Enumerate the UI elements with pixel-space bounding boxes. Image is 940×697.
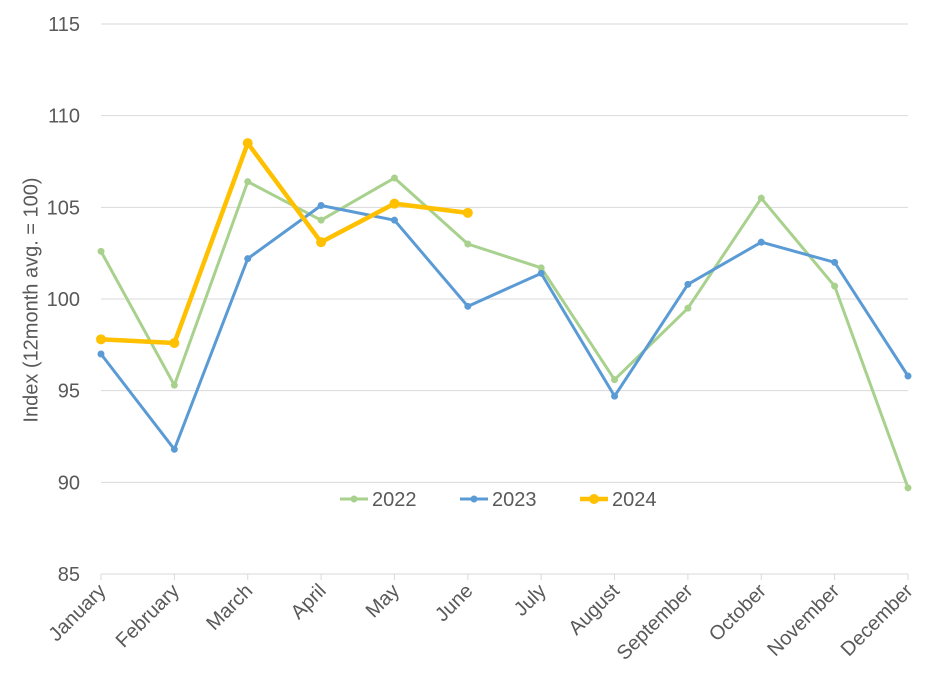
x-tick-label: February — [112, 580, 184, 652]
point — [390, 174, 398, 182]
x-tick-label: November — [763, 580, 844, 661]
y-tick-label: 100 — [47, 289, 80, 311]
point — [244, 178, 252, 186]
y-tick-label: 115 — [48, 14, 80, 36]
point — [757, 238, 765, 246]
x-tick-label: April — [287, 580, 331, 624]
x-tick-label: December — [837, 580, 918, 661]
point — [96, 334, 106, 345]
point — [537, 269, 545, 277]
x-tick-label: May — [362, 580, 404, 622]
point — [317, 216, 325, 224]
point — [316, 237, 327, 248]
point — [611, 392, 619, 400]
x-tick-label: October — [705, 580, 771, 646]
x-tick-label: September — [613, 580, 698, 665]
point — [537, 264, 545, 272]
point — [462, 207, 473, 218]
point — [170, 445, 178, 453]
point — [464, 302, 472, 310]
point — [97, 350, 105, 358]
point — [684, 304, 692, 312]
legend-marker — [470, 495, 478, 503]
point — [170, 381, 178, 389]
y-tick-label: 85 — [58, 564, 80, 586]
y-tick-label: 110 — [48, 106, 80, 128]
point — [244, 255, 252, 263]
legend-label: 2023 — [492, 489, 537, 511]
point — [757, 194, 765, 202]
point — [684, 280, 692, 288]
y-tick-label: 95 — [58, 381, 80, 403]
x-tick-label: January — [45, 580, 111, 646]
line — [99, 176, 910, 489]
line — [100, 140, 469, 346]
point — [390, 216, 398, 224]
point — [242, 138, 253, 149]
y-tick-label: 105 — [47, 197, 80, 219]
x-tick-label: June — [431, 580, 477, 626]
x-tick-label: March — [202, 580, 257, 635]
y-tick-label: 90 — [58, 472, 80, 494]
legend-marker — [589, 494, 599, 504]
legend-label: 2022 — [372, 489, 417, 511]
point — [831, 258, 839, 266]
legend-marker — [350, 495, 358, 503]
x-tick-label: July — [510, 580, 551, 621]
legend-label: 2024 — [612, 489, 657, 511]
point — [904, 484, 912, 492]
point — [831, 282, 839, 290]
point — [169, 338, 180, 348]
x-tick-label: August — [564, 580, 624, 640]
point — [611, 376, 619, 384]
point — [904, 372, 912, 380]
line — [99, 204, 910, 451]
point — [317, 202, 325, 209]
point — [464, 240, 472, 248]
point — [389, 198, 400, 209]
y-axis-label: Index (12month avg. = 100) — [20, 177, 42, 422]
point — [97, 247, 105, 255]
